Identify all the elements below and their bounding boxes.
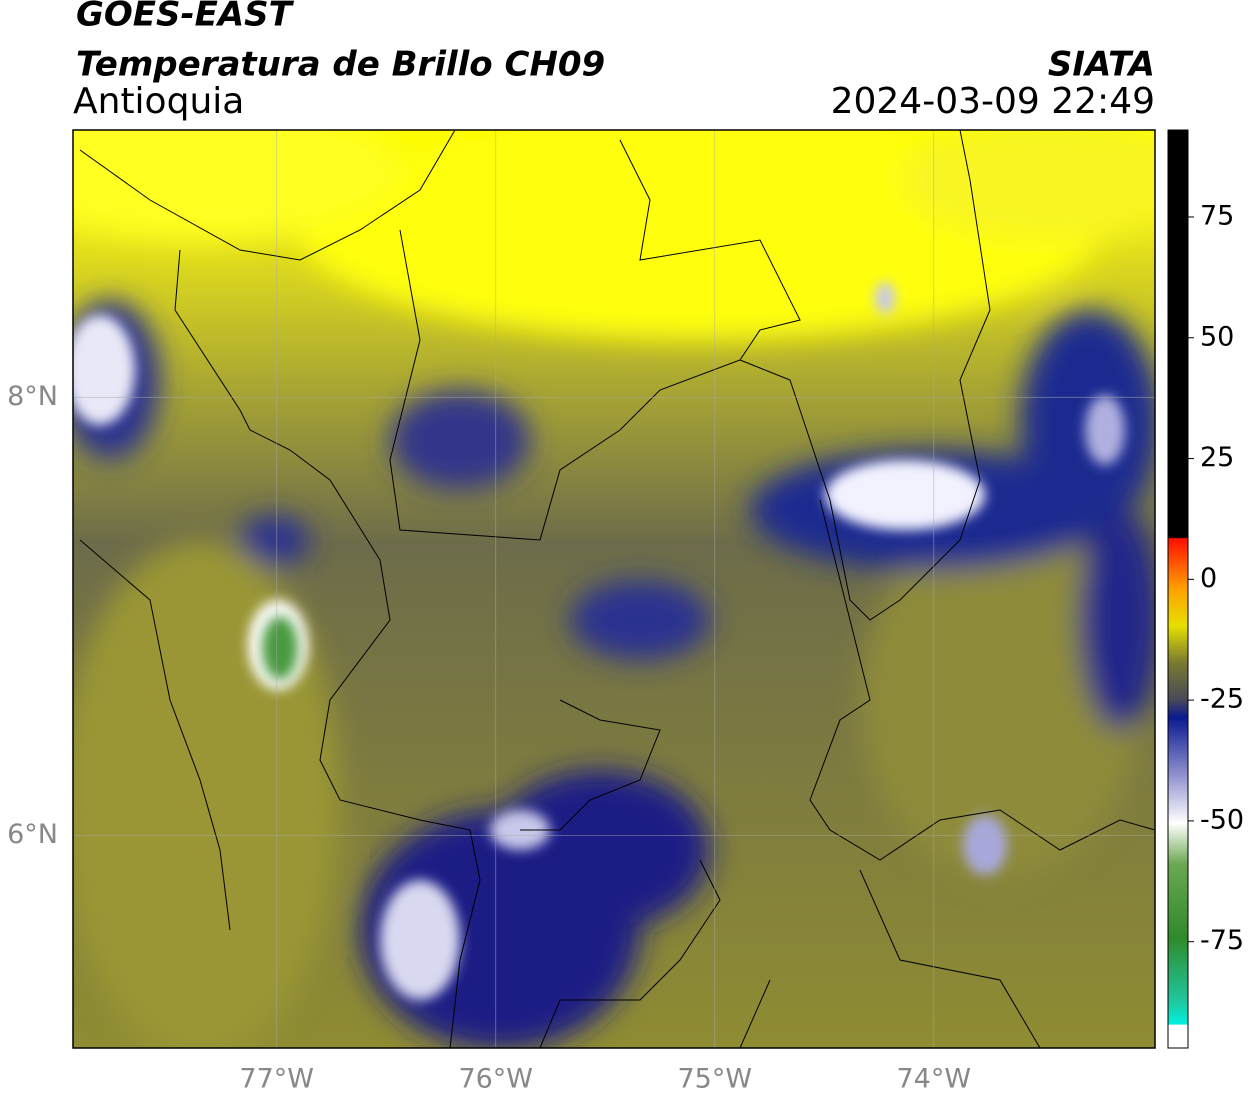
x-tick-label: 75°W <box>677 1064 752 1095</box>
colorbar-tick-label: -25 <box>1200 684 1244 715</box>
source: SIATA <box>1048 45 1155 85</box>
y-tick-label: 6°N <box>7 819 58 850</box>
colorbar-tick-label: 25 <box>1200 442 1234 473</box>
x-tick-label: 76°W <box>458 1064 533 1095</box>
title: GOES-EAST <box>76 0 295 35</box>
colorbar <box>1167 129 1189 1049</box>
colorbar-tick-label: 75 <box>1200 200 1234 231</box>
subtitle: Temperatura de Brillo CH09 <box>76 45 605 85</box>
colorbar-tick-label: -75 <box>1200 925 1244 956</box>
timestamp: 2024-03-09 22:49 <box>831 81 1155 122</box>
y-tick-label: 8°N <box>7 381 58 412</box>
x-tick-label: 77°W <box>239 1064 314 1095</box>
colorbar-tick-label: 0 <box>1200 563 1217 594</box>
colorbar-tick-label: 50 <box>1200 321 1234 352</box>
x-tick-label: 74°W <box>897 1064 972 1095</box>
grid <box>73 130 1155 1048</box>
satellite-image <box>73 130 1155 1048</box>
region: Antioquia <box>73 81 244 122</box>
colorbar-tick-label: -50 <box>1200 804 1244 835</box>
map-frame <box>72 129 1156 1049</box>
